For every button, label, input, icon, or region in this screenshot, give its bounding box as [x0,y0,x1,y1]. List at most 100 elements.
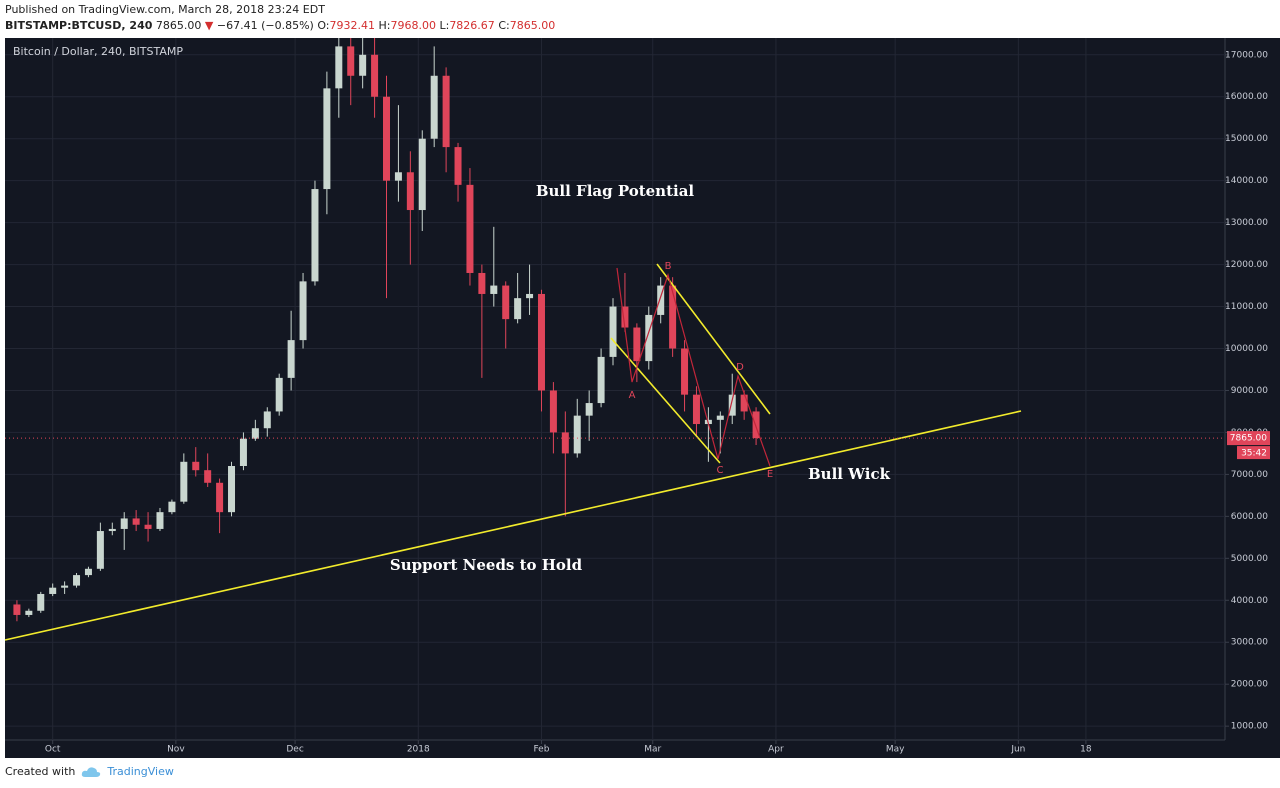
candle-body [323,88,331,190]
y-tick-label: 7000.00 [1231,470,1268,480]
y-tick-label: 9000.00 [1231,386,1268,396]
x-tick-label: Dec [286,745,303,755]
candle-body [681,348,689,395]
candle-body [275,377,283,412]
wave-label: A [629,390,636,401]
change: −67.41 (−0.85%) [216,19,314,32]
y-tick-label: 10000.00 [1225,344,1268,354]
candle-body [13,604,21,615]
candle-body [132,518,140,525]
y-tick-label: 3000.00 [1231,638,1268,648]
candle-body [228,465,236,513]
footer: Created with TradingView [5,765,174,778]
candle-body [537,293,545,391]
candle-body [502,285,510,320]
candle-body [406,172,414,211]
candle-body [144,524,152,529]
x-tick-label: Apr [768,745,784,755]
ticker-line: BITSTAMP:BTCUSD, 240 7865.00 ▼ −67.41 (−… [5,18,555,34]
chart-bg [5,38,1280,758]
wave-label: C [717,465,724,476]
candles [13,38,760,622]
candle-body [299,281,307,341]
candle-body [120,518,128,529]
candle-body [287,340,295,378]
candle-body [359,54,367,76]
candle-body [597,356,605,404]
candle-body [573,415,581,454]
x-tick-label: May [886,745,905,755]
y-tick-label: 16000.00 [1225,92,1268,102]
low-value: 7826.67 [449,19,495,32]
candle-body [239,438,247,466]
candle-body [466,184,474,273]
candle-body [490,285,498,294]
candle-body [168,501,176,513]
open-label: O: [317,19,330,32]
wave-label: D [736,362,744,373]
candle-body [585,403,593,416]
candle-body [37,593,45,611]
y-tick-label: 2000.00 [1231,680,1268,690]
candle-body [251,428,259,439]
candle-body [96,531,104,569]
y-tick-label: 5000.00 [1231,554,1268,564]
candle-body [180,461,188,502]
y-tick-label: 17000.00 [1225,50,1268,60]
x-tick-label: Nov [167,745,185,755]
candle-body [526,293,534,299]
high-value: 7968.00 [390,19,436,32]
candle-body [716,415,724,420]
symbol: BITSTAMP:BTCUSD, 240 [5,19,153,32]
candle-body [108,528,116,532]
y-tick-label: 6000.00 [1231,512,1268,522]
annotation: Support Needs to Hold [390,556,583,574]
last: 7865.00 [155,19,202,32]
candle-body [335,46,343,89]
candle-body [382,96,390,181]
candle-body [514,298,522,320]
x-tick-label: 18 [1080,745,1092,755]
header: Published on TradingView.com, March 28, … [5,2,555,34]
last-price-tag [1227,431,1270,446]
countdown: 35:42 [1241,449,1267,459]
high-label: H: [378,19,391,32]
y-tick-label: 11000.00 [1225,302,1268,312]
candle-body [61,585,69,588]
candle-body [263,411,271,429]
annotation: Bull Wick [808,465,891,483]
y-tick-label: 14000.00 [1225,176,1268,186]
candle-body [430,75,438,139]
support-line [4,410,1022,641]
candle-body [752,411,760,439]
published: Published on TradingView.com, March 28, … [5,3,325,16]
candle-body [371,54,379,97]
candle-body [418,138,426,211]
candle-body [204,470,212,483]
y-tick-label: 12000.00 [1225,260,1268,270]
brand: TradingView [107,765,174,778]
countdown-tag [1237,446,1270,460]
chart-title: Bitcoin / Dollar, 240, BITSTAMP [13,45,183,58]
candle-body [311,189,319,282]
candle-body [740,394,748,412]
candle-body [73,575,81,586]
open-value: 7932.41 [329,19,375,32]
x-tick-label: Jun [1010,745,1025,755]
candle-body [692,394,700,425]
down-arrow: ▼ [204,19,214,32]
candle-body [645,314,653,362]
wave-line [616,267,771,467]
y-tick-label: 1000.00 [1231,722,1268,732]
candle-body [478,272,486,294]
low-label: L: [439,19,450,32]
candle-body [609,306,617,357]
candle-body [454,147,462,185]
annotation: Bull Flag Potential [536,182,695,200]
wave-label: B [665,261,672,272]
x-tick-label: Oct [45,745,61,755]
candle-body [192,461,200,471]
x-tick-label: Feb [534,745,550,755]
candle-body [347,46,355,76]
